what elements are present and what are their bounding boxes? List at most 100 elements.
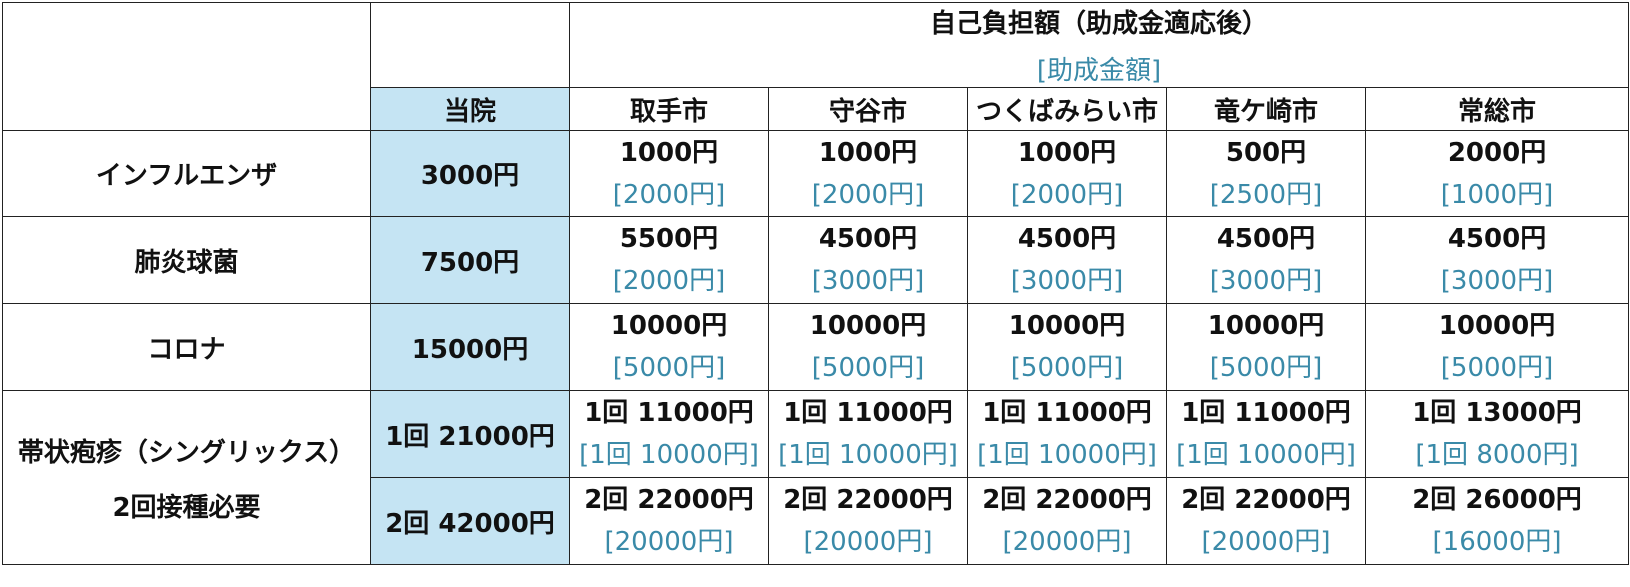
subsidy-amount: [2000円] (612, 266, 726, 296)
clinic-price-cell: 3000円 (370, 130, 570, 217)
subsidy-amount: [3000円] (1010, 266, 1124, 296)
copay-amount: 1回 13000円 (1412, 398, 1582, 428)
clinic-price-cell: 2回 42000円 (370, 477, 570, 565)
city-price-cell: 10000円 [5000円] (967, 303, 1167, 391)
subsidy-amount: [1000円] (1440, 179, 1554, 210)
subsidy-amount: [5000円] (811, 353, 925, 383)
copay-header-title: 自己負担額（助成金適応後） (930, 9, 1269, 39)
copay-header-cell: 自己負担額（助成金適応後） [助成金額] (568, 2, 1630, 88)
city-price-cell: 5500円 [2000円] (569, 216, 769, 304)
vaccine-name-cell: コロナ (2, 303, 371, 391)
clinic-price-cell: 7500円 (370, 216, 570, 304)
copay-amount: 2回 22000円 (783, 485, 953, 515)
empty-clinic-header-cell (370, 2, 570, 88)
table-row: 2回 42000円 2回 22000円 [20000円] 2回 22000円 [20… (3, 477, 1630, 565)
city-price-cell: 1000円 [2000円] (768, 130, 968, 217)
subsidy-amount: [2000円] (1010, 179, 1124, 210)
city-header-tsukubamirai: つくばみらい市 (967, 87, 1167, 131)
subsidy-amount: [5000円] (1209, 353, 1323, 383)
copay-amount: 10000円 (1008, 311, 1126, 341)
clinic-price-cell: 15000円 (370, 303, 570, 391)
copay-amount: 4500円 (1216, 224, 1316, 254)
copay-amount: 4500円 (1017, 224, 1117, 254)
vaccine-name-cell: インフルエンザ (2, 130, 371, 217)
subsidy-amount: [1回 10000円] (579, 440, 759, 470)
subsidy-amount: [20000円] (1201, 527, 1331, 557)
city-header-joso: 常総市 (1364, 87, 1630, 131)
city-price-cell: 1000円 [2000円] (967, 130, 1167, 217)
copay-amount: 2回 22000円 (982, 485, 1152, 515)
clinic-price-cell: 1回 21000円 (370, 390, 570, 478)
table-row: 帯状疱疹（シングリックス） 2回接種必要 1回 21000円 1回 11000円… (2, 390, 1630, 565)
copay-amount: 2回 22000円 (584, 485, 754, 515)
city-price-cell: 2回 22000円 [20000円] (967, 477, 1167, 565)
subsidy-amount: [1回 10000円] (977, 440, 1157, 470)
subsidy-amount: [16000円] (1432, 527, 1562, 557)
city-price-cell: 1回 11000円 [1回 10000円] (569, 390, 769, 478)
subsidy-amount: [3000円] (811, 266, 925, 296)
subsidy-amount: [20000円] (1002, 527, 1132, 557)
subsidy-amount: [1回 10000円] (1176, 440, 1356, 470)
copay-amount: 10000円 (1207, 311, 1325, 341)
city-price-cell: 2回 22000円 [20000円] (569, 477, 769, 565)
subsidy-amount: [3000円] (1209, 266, 1323, 296)
subsidy-amount: [20000円] (604, 527, 734, 557)
shingles-name: 帯状疱疹（シングリックス） (17, 437, 356, 468)
copay-amount: 1回 11000円 (1181, 398, 1351, 428)
subsidy-amount: [3000円] (1440, 266, 1554, 296)
city-price-cell: 2回 26000円 [16000円] (1364, 477, 1630, 565)
city-header-toride: 取手市 (569, 87, 769, 131)
shingles-note: 2回接種必要 (112, 492, 261, 523)
vaccine-name-cell: 帯状疱疹（シングリックス） 2回接種必要 (2, 390, 371, 565)
copay-amount: 2回 22000円 (1181, 485, 1351, 515)
subsidy-amount: [1回 10000円] (778, 440, 958, 470)
copay-amount: 5500円 (619, 224, 719, 254)
subsidy-amount: [2500円] (1209, 179, 1323, 210)
vaccine-name-cell: 肺炎球菌 (2, 216, 371, 304)
copay-amount: 4500円 (1447, 224, 1547, 254)
copay-amount: 500円 (1225, 137, 1307, 168)
city-price-cell: 1回 13000円 [1回 8000円] (1364, 390, 1630, 478)
city-price-cell: 2回 22000円 [20000円] (768, 477, 968, 565)
copay-amount: 4500円 (818, 224, 918, 254)
city-price-cell: 4500円 [3000円] (1364, 216, 1630, 304)
copay-header-subtitle: [助成金額] (1036, 56, 1162, 86)
city-price-cell: 10000円 [5000円] (768, 303, 968, 391)
subsidy-amount: [5000円] (612, 353, 726, 383)
city-price-cell: 1回 11000円 [1回 10000円] (768, 390, 968, 478)
city-price-cell: 2回 22000円 [20000円] (1166, 477, 1366, 565)
table-row: 肺炎球菌 7500円 5500円 [2000円] 4500円 [3000円] 450… (2, 216, 1630, 304)
city-price-cell: 1000円 [2000円] (569, 130, 769, 217)
city-price-cell: 4500円 [3000円] (1166, 216, 1366, 304)
city-price-cell: 1回 11000円 [1回 10000円] (1166, 390, 1366, 478)
city-header-ryugasaki: 竜ケ崎市 (1166, 87, 1366, 131)
city-price-cell: 2000円 [1000円] (1364, 130, 1630, 217)
copay-amount: 1000円 (818, 137, 918, 168)
vaccine-price-table: 自己負担額（助成金適応後） [助成金額] 当院 取手市 守谷市 つくばみらい市 … (2, 2, 1630, 565)
city-header-moriya: 守谷市 (768, 87, 968, 131)
copay-amount: 1000円 (1017, 137, 1117, 168)
clinic-column-header: 当院 (370, 87, 570, 131)
copay-amount: 2回 26000円 (1412, 485, 1582, 515)
table-row: インフルエンザ 3000円 1000円 [2000円] 1000円 [2000円] … (2, 130, 1630, 217)
copay-amount: 2000円 (1447, 137, 1547, 168)
city-price-cell: 10000円 [5000円] (1166, 303, 1366, 391)
city-price-cell: 4500円 [3000円] (967, 216, 1167, 304)
city-price-cell: 4500円 [3000円] (768, 216, 968, 304)
copay-amount: 1回 11000円 (584, 398, 754, 428)
subsidy-amount: [5000円] (1010, 353, 1124, 383)
copay-amount: 1000円 (619, 137, 719, 168)
subsidy-amount: [1回 8000円] (1415, 440, 1579, 470)
table-row: コロナ 15000円 10000円 [5000円] 10000円 [5000円] 1… (2, 303, 1630, 391)
city-price-cell: 10000円 [5000円] (1364, 303, 1630, 391)
empty-corner-cell (2, 2, 371, 131)
subsidy-amount: [2000円] (811, 179, 925, 210)
copay-amount: 10000円 (809, 311, 927, 341)
subsidy-amount: [5000円] (1440, 353, 1554, 383)
city-price-cell: 1回 11000円 [1回 10000円] (967, 390, 1167, 478)
copay-amount: 10000円 (1438, 311, 1556, 341)
city-price-cell: 500円 [2500円] (1166, 130, 1366, 217)
copay-amount: 10000円 (610, 311, 728, 341)
copay-amount: 1回 11000円 (982, 398, 1152, 428)
city-price-cell: 10000円 [5000円] (569, 303, 769, 391)
